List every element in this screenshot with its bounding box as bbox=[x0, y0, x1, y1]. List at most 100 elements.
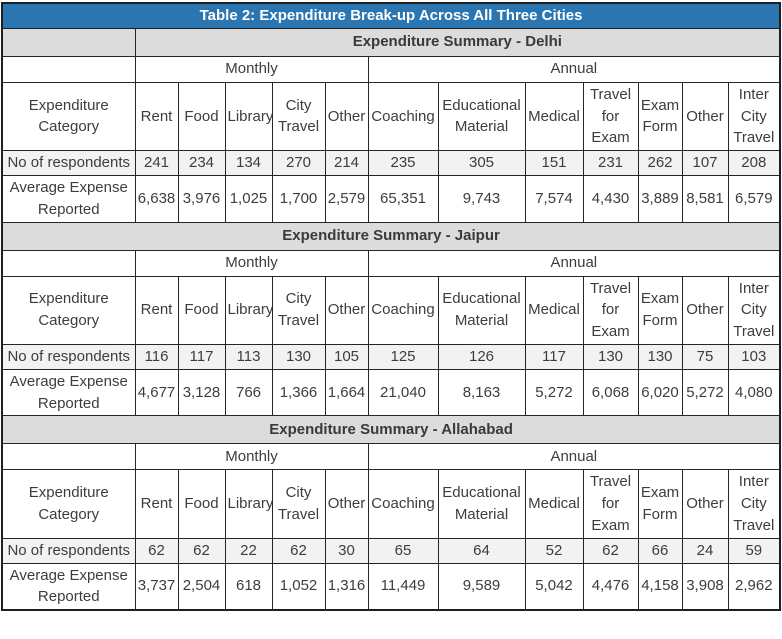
col-header-educational-material: Educational Material bbox=[437, 81, 526, 152]
respondents-value: 117 bbox=[177, 343, 226, 370]
average-value: 6,579 bbox=[727, 175, 781, 223]
col-header-other-annual: Other bbox=[681, 469, 729, 539]
row-label-average: Average Expense Reported bbox=[1, 175, 136, 223]
respondents-value: 231 bbox=[582, 150, 639, 176]
table-title: Table 2: Expenditure Break-up Across All… bbox=[1, 2, 781, 29]
respondents-value: 105 bbox=[324, 343, 369, 370]
expenditure-table-container: Table 2: Expenditure Break-up Across All… bbox=[1, 2, 782, 611]
delhi-group-header-row: Monthly Annual bbox=[1, 55, 781, 83]
monthly-group-header: Monthly bbox=[134, 55, 369, 83]
respondents-value: 24 bbox=[681, 537, 729, 564]
respondents-value: 125 bbox=[367, 343, 439, 370]
respondents-value: 75 bbox=[681, 343, 729, 370]
average-value: 5,272 bbox=[681, 368, 729, 417]
row-label-respondents: No of respondents bbox=[1, 150, 136, 176]
respondents-value: 130 bbox=[271, 343, 326, 370]
annual-group-header: Annual bbox=[367, 443, 781, 471]
col-header-exam-form: Exam Form bbox=[637, 275, 683, 345]
jaipur-respondents-row: No of respondents 116 117 113 130 105 12… bbox=[1, 343, 781, 370]
col-header-food: Food bbox=[177, 469, 226, 539]
respondents-value: 270 bbox=[271, 150, 326, 176]
average-value: 3,908 bbox=[681, 562, 729, 611]
average-value: 11,449 bbox=[367, 562, 439, 611]
average-value: 2,962 bbox=[727, 562, 781, 611]
average-value: 4,476 bbox=[582, 562, 639, 611]
respondents-value: 262 bbox=[637, 150, 683, 176]
respondents-value: 117 bbox=[524, 343, 584, 370]
average-value: 1,316 bbox=[324, 562, 369, 611]
respondents-value: 66 bbox=[637, 537, 683, 564]
delhi-summary-empty-cell bbox=[1, 27, 136, 57]
respondents-value: 208 bbox=[727, 150, 781, 176]
col-header-other-annual: Other bbox=[681, 81, 729, 152]
col-header-exam-form: Exam Form bbox=[637, 81, 683, 152]
col-header-medical: Medical bbox=[524, 81, 584, 152]
col-header-travel-for-exam: Travel for Exam bbox=[582, 469, 639, 539]
col-header-food: Food bbox=[177, 275, 226, 345]
average-value: 766 bbox=[224, 368, 273, 417]
average-value: 6,020 bbox=[637, 368, 683, 417]
col-header-other-monthly: Other bbox=[324, 81, 369, 152]
col-header-library: Library bbox=[224, 469, 273, 539]
allahabad-section-title: Expenditure Summary - Allahabad bbox=[1, 415, 781, 445]
jaipur-section-title: Expenditure Summary - Jaipur bbox=[1, 221, 781, 251]
allahabad-average-row: Average Expense Reported 3,737 2,504 618… bbox=[1, 562, 781, 611]
delhi-section-title: Expenditure Summary - Delhi bbox=[134, 27, 781, 57]
category-column-header: Expenditure Category bbox=[1, 275, 136, 345]
respondents-value: 113 bbox=[224, 343, 273, 370]
col-header-exam-form: Exam Form bbox=[637, 469, 683, 539]
expenditure-table: Table 2: Expenditure Break-up Across All… bbox=[1, 2, 782, 611]
respondents-value: 103 bbox=[727, 343, 781, 370]
average-value: 1,366 bbox=[271, 368, 326, 417]
annual-group-header: Annual bbox=[367, 55, 781, 83]
col-header-educational-material: Educational Material bbox=[437, 469, 526, 539]
respondents-value: 64 bbox=[437, 537, 526, 564]
respondents-value: 62 bbox=[134, 537, 179, 564]
average-value: 4,430 bbox=[582, 175, 639, 223]
average-value: 1,025 bbox=[224, 175, 273, 223]
col-header-inter-city-travel: Inter City Travel bbox=[727, 275, 781, 345]
respondents-value: 126 bbox=[437, 343, 526, 370]
col-header-library: Library bbox=[224, 275, 273, 345]
delhi-category-header-row: Expenditure Category Rent Food Library C… bbox=[1, 81, 781, 152]
respondents-value: 130 bbox=[637, 343, 683, 370]
respondents-value: 62 bbox=[271, 537, 326, 564]
category-column-header: Expenditure Category bbox=[1, 81, 136, 152]
respondents-value: 52 bbox=[524, 537, 584, 564]
average-value: 4,677 bbox=[134, 368, 179, 417]
col-header-coaching: Coaching bbox=[367, 81, 439, 152]
col-header-medical: Medical bbox=[524, 469, 584, 539]
allahabad-category-header-row: Expenditure Category Rent Food Library C… bbox=[1, 469, 781, 539]
row-label-respondents: No of respondents bbox=[1, 537, 136, 564]
col-header-educational-material: Educational Material bbox=[437, 275, 526, 345]
average-value: 3,737 bbox=[134, 562, 179, 611]
respondents-value: 130 bbox=[582, 343, 639, 370]
respondents-value: 62 bbox=[582, 537, 639, 564]
col-header-city-travel: City Travel bbox=[271, 275, 326, 345]
allahabad-summary-row: Expenditure Summary - Allahabad bbox=[1, 415, 781, 445]
respondents-value: 305 bbox=[437, 150, 526, 176]
col-header-rent: Rent bbox=[134, 275, 179, 345]
respondents-value: 107 bbox=[681, 150, 729, 176]
row-label-average: Average Expense Reported bbox=[1, 562, 136, 611]
empty-cell bbox=[1, 249, 136, 277]
col-header-coaching: Coaching bbox=[367, 469, 439, 539]
delhi-average-row: Average Expense Reported 6,638 3,976 1,0… bbox=[1, 175, 781, 223]
average-value: 8,581 bbox=[681, 175, 729, 223]
respondents-value: 235 bbox=[367, 150, 439, 176]
average-value: 2,504 bbox=[177, 562, 226, 611]
row-label-respondents: No of respondents bbox=[1, 343, 136, 370]
col-header-travel-for-exam: Travel for Exam bbox=[582, 81, 639, 152]
empty-cell bbox=[1, 443, 136, 471]
average-value: 6,068 bbox=[582, 368, 639, 417]
table-title-row: Table 2: Expenditure Break-up Across All… bbox=[1, 2, 781, 29]
delhi-summary-row: Expenditure Summary - Delhi bbox=[1, 27, 781, 57]
average-value: 2,579 bbox=[324, 175, 369, 223]
respondents-value: 234 bbox=[177, 150, 226, 176]
respondents-value: 30 bbox=[324, 537, 369, 564]
col-header-rent: Rent bbox=[134, 81, 179, 152]
average-value: 4,080 bbox=[727, 368, 781, 417]
average-value: 4,158 bbox=[637, 562, 683, 611]
average-value: 5,042 bbox=[524, 562, 584, 611]
col-header-food: Food bbox=[177, 81, 226, 152]
